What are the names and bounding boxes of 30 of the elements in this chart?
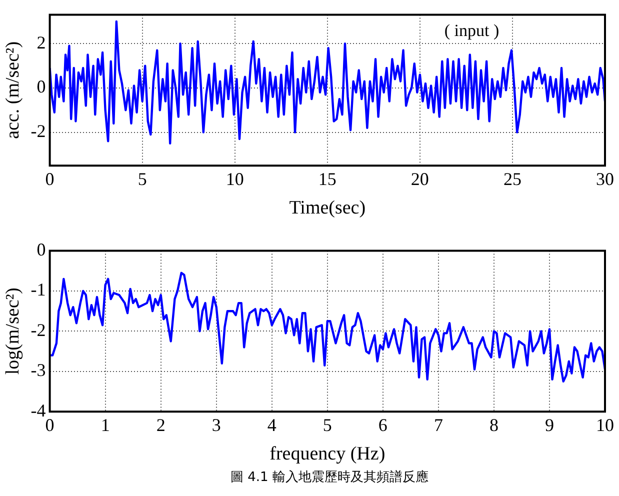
y-tick-label: 2 [36,32,46,52]
y-tick-label: 0 [36,240,46,260]
x-tick-label: 7 [434,415,443,436]
x-axis-title: frequency (Hz) [270,444,386,465]
caption: 圖 4.1 輸入地震歷時及其頻譜反應 [230,469,430,486]
y-tick-label: -1 [30,280,46,300]
annotation: ( input ) [444,20,500,40]
x-tick-label: 1 [100,415,110,436]
x-tick-label: 9 [544,415,554,436]
x-tick-label: 5 [322,415,332,436]
x-tick-label: 20 [410,169,429,190]
x-tick-label: 15 [318,169,336,190]
y-tick-label: -3 [30,360,46,380]
x-tick-label: 10 [226,169,244,190]
y-tick-label: 0 [36,76,46,97]
x-tick-label: 25 [503,169,522,190]
x-axis-title: Time(sec) [289,198,366,219]
y-tick-label: -2 [30,320,46,340]
x-tick-label: 4 [267,415,276,436]
x-tick-label: 5 [138,169,147,190]
y-tick-label: -4 [30,400,46,420]
y-tick-label: -2 [30,121,46,142]
x-tick-label: 8 [489,415,498,436]
x-tick-label: 30 [596,169,614,190]
x-tick-label: 2 [156,415,166,436]
x-tick-label: 6 [378,415,388,436]
y-axis-title: log(m/sec²) [2,288,24,375]
x-tick-label: 10 [596,415,614,436]
x-tick-label: 3 [212,415,221,436]
y-axis-title: acc. (m/sec²) [2,41,24,139]
